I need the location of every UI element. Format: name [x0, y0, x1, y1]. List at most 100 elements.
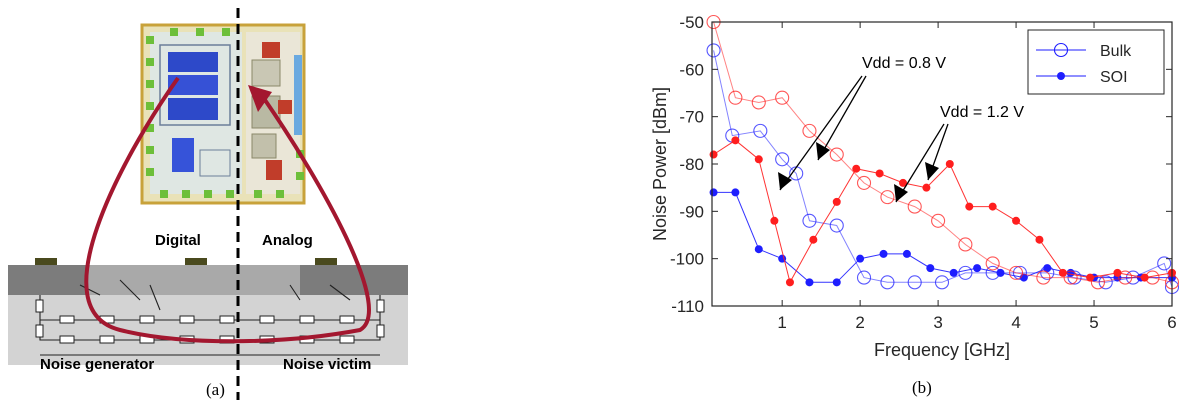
x-tick-label: 3: [933, 313, 942, 332]
arrowhead-icon: [248, 85, 272, 112]
data-point: [856, 270, 872, 285]
x-tick-label: 2: [855, 313, 864, 332]
noise-victim-label: Noise victim: [283, 356, 372, 373]
data-point: [945, 160, 954, 168]
coupling-illustration: [8, 8, 408, 400]
panel-a-noise-coupling-figure: Digital Analog Noise generator Noise vic…: [0, 0, 470, 408]
data-point: [1063, 270, 1078, 285]
data-point: [754, 155, 763, 164]
data-point: [973, 264, 982, 273]
arrowhead-icon: [816, 142, 830, 160]
data-point: [926, 264, 935, 273]
annotation-vdd-0-8: Vdd = 0.8 V: [862, 55, 946, 72]
data-point: [709, 150, 718, 159]
y-tick-label: -100: [670, 250, 704, 269]
data-point: [1118, 270, 1133, 285]
data-point: [1035, 235, 1044, 244]
noise-generator-label: Noise generator: [40, 356, 155, 373]
data-point: [1012, 216, 1021, 225]
analog-label: Analog: [262, 232, 313, 249]
digital-label: Digital: [155, 232, 201, 249]
data-point: [1157, 256, 1172, 271]
data-point: [805, 278, 814, 287]
chip-layout: [140, 23, 306, 205]
x-axis-label: Frequency [GHz]: [874, 340, 1010, 360]
y-tick-label: -70: [679, 108, 704, 127]
data-point: [996, 268, 1005, 277]
data-point: [965, 202, 974, 211]
data-point: [728, 90, 743, 105]
x-tick-label: 4: [1011, 313, 1020, 332]
data-point: [1086, 273, 1095, 282]
legend-label: SOI: [1100, 69, 1128, 86]
legend-box: [1027, 29, 1165, 95]
data-point: [709, 188, 718, 197]
data-point: [899, 178, 908, 187]
data-point: [753, 123, 768, 138]
data-point: [1043, 264, 1052, 273]
data-point: [829, 218, 844, 233]
data-point: [958, 265, 973, 280]
data-point: [1140, 273, 1149, 282]
data-point: [809, 235, 818, 244]
data-point: [1066, 268, 1075, 277]
data-point: [907, 199, 922, 214]
data-point: [1036, 270, 1051, 285]
arrowhead-icon: [925, 162, 939, 180]
x-tick-label: 5: [1089, 313, 1098, 332]
data-point: [802, 213, 817, 228]
annotation-arrow: [895, 123, 945, 203]
data-point: [751, 95, 766, 110]
data-point: [931, 213, 946, 228]
legend-label: Bulk: [1100, 43, 1132, 60]
substrate-cross-section: [8, 258, 408, 365]
y-tick-label: -110: [671, 297, 704, 316]
legend-marker: [1053, 42, 1069, 58]
data-point: [754, 245, 763, 254]
data-point: [934, 275, 950, 290]
data-point: [731, 136, 740, 145]
y-axis-label: Noise Power [dBm]: [650, 87, 670, 241]
data-point: [802, 123, 817, 138]
data-point: [706, 43, 721, 58]
series-line: [713, 191, 1172, 283]
legend-marker: [1057, 72, 1065, 80]
data-point: [875, 169, 884, 178]
vdd-annotations: Vdd = 0.8 V Vdd = 1.2 V: [778, 55, 1024, 203]
y-tick-label: -80: [679, 155, 704, 174]
data-point: [785, 278, 794, 287]
data-point: [731, 188, 740, 197]
data-point: [856, 254, 865, 263]
data-point: [879, 249, 888, 258]
data-point: [770, 216, 779, 225]
x-tick-label: 6: [1167, 313, 1176, 332]
data-point: [1058, 268, 1067, 277]
data-point: [922, 183, 931, 192]
data-point: [958, 237, 973, 252]
data-point: [1113, 268, 1122, 277]
data-point: [832, 197, 841, 206]
data-point: [856, 175, 872, 190]
y-tick-label: -60: [679, 60, 704, 79]
data-point: [775, 152, 790, 167]
x-tick-label: 1: [777, 313, 786, 332]
annotation-vdd-1-2: Vdd = 1.2 V: [940, 104, 1024, 121]
caption-b: (b): [912, 378, 932, 397]
data-point: [1012, 265, 1028, 280]
data-point: [880, 190, 895, 205]
data-point: [1009, 265, 1024, 280]
annotation-arrow: [779, 75, 863, 191]
noise-power-chart: -50 -60 -70 -80 -90 -100 -110 1 2 3 4 5 6 Frequency […: [650, 13, 1180, 360]
data-point: [988, 202, 997, 211]
annotation-arrow: [817, 75, 867, 161]
arrowhead-icon: [778, 172, 792, 190]
data-point: [775, 90, 790, 105]
data-point: [902, 249, 911, 258]
coupling-path-arrow: [84, 76, 371, 344]
series-line: [713, 21, 1173, 283]
data-point: [852, 164, 861, 173]
panel-b-noise-power-chart: -50 -60 -70 -80 -90 -100 -110 1 2 3 4 5 6 Frequency […: [640, 0, 1186, 408]
y-tick-label: -50: [679, 13, 704, 32]
caption-a: (a): [206, 380, 225, 399]
y-tick-label: -90: [679, 202, 704, 221]
